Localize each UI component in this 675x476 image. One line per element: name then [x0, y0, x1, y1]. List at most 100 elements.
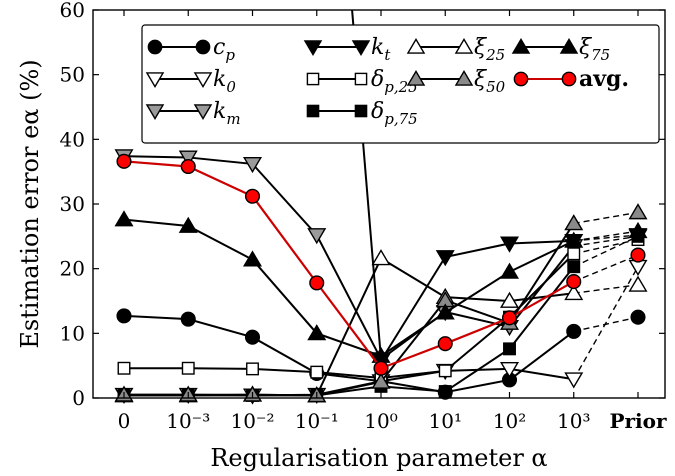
prior-point: [630, 247, 646, 263]
data-point: [564, 283, 584, 301]
series-line: [123, 160, 575, 370]
data-point: [566, 274, 582, 290]
data-point: [435, 250, 455, 267]
legend-marker: [511, 37, 531, 54]
prior-link: [573, 211, 639, 225]
legend-marker: [195, 39, 211, 55]
data-point: [242, 250, 263, 267]
data-point: [116, 308, 132, 324]
data-point: [114, 210, 134, 227]
legend-item: km: [145, 99, 241, 128]
legend-marker: [406, 69, 426, 86]
prior-link: [573, 238, 639, 255]
prior-point: [628, 275, 648, 292]
series-line: [124, 253, 575, 379]
y-tick-label: 60: [60, 0, 85, 22]
x-tick-label: 10³: [557, 409, 590, 433]
data-point: [307, 228, 327, 245]
x-tick-label: Prior: [609, 409, 667, 433]
y-tick-label: 50: [60, 63, 85, 87]
data-point: [567, 247, 581, 261]
x-axis-title: Regularisation parameter α: [210, 444, 547, 472]
legend-marker: [145, 104, 165, 121]
data-point: [116, 153, 132, 169]
legend-marker: [454, 37, 474, 54]
legend-marker: [354, 104, 368, 118]
x-tick-label: 10⁻¹: [295, 409, 339, 433]
data-point: [307, 324, 327, 341]
y-tick-label: 40: [60, 127, 85, 151]
y-axis-title: Estimation error eα (%): [16, 59, 44, 348]
data-point: [117, 361, 131, 375]
prior-link: [573, 230, 639, 242]
y-tick-label: 10: [60, 321, 85, 345]
data-point: [181, 361, 195, 375]
legend-item: avg.: [513, 66, 629, 92]
x-tick-label: 10¹: [429, 409, 462, 433]
legend-marker: [559, 37, 579, 54]
data-point: [499, 236, 520, 253]
legend-marker: [561, 71, 577, 87]
x-tick-label: 10²: [493, 409, 526, 433]
y-tick-label: 20: [60, 257, 85, 281]
data-point: [244, 188, 261, 204]
data-point: [435, 303, 455, 320]
data-point: [564, 214, 584, 231]
series-line: [380, 239, 574, 362]
series-line: [124, 222, 575, 397]
data-point: [564, 372, 584, 389]
x-tick-label: 0: [118, 409, 131, 433]
axes: 0 10 20 30 40 50 60 0 10⁻³ 10⁻² 10⁻¹ 10⁰ 10¹ 10² 10³ Pr…: [16, 0, 667, 472]
data-point: [309, 275, 325, 291]
x-tick-label: 10⁰: [364, 409, 397, 433]
data-point: [499, 361, 520, 379]
legend-marker: [147, 39, 163, 55]
data-point: [310, 365, 324, 379]
data-point: [373, 360, 389, 376]
legend-marker: [351, 40, 371, 57]
legend-marker: [193, 72, 213, 89]
legend-marker: [303, 40, 323, 57]
data-point: [371, 249, 391, 266]
data-point: [371, 372, 391, 389]
series-line: [123, 218, 575, 358]
prior-point: [630, 309, 646, 325]
y-tick-label: 0: [72, 386, 85, 410]
data-point: [180, 158, 196, 175]
x-tick-label: 10⁻³: [166, 409, 210, 433]
series-line: [123, 155, 575, 361]
data-point: [244, 329, 261, 345]
series--75: [114, 210, 648, 363]
data-point: [566, 323, 582, 339]
legend-marker: [454, 69, 474, 86]
data-point: [564, 231, 584, 248]
legend-marker: [513, 71, 529, 87]
data-point: [246, 362, 259, 376]
data-point: [567, 260, 581, 274]
data-point: [437, 336, 453, 352]
series-avg-: [116, 153, 646, 376]
prior-link: [573, 266, 639, 380]
data-point: [178, 150, 198, 167]
prior-link: [573, 284, 639, 294]
prior-link: [573, 254, 639, 283]
prior-link: [573, 235, 639, 247]
prior-point: [628, 203, 648, 220]
data-point: [180, 311, 196, 327]
data-point: [438, 364, 452, 378]
legend-marker: [145, 72, 165, 89]
legend-box: [141, 24, 660, 144]
legend-marker: [406, 37, 426, 54]
legend-item: δp,75: [306, 99, 418, 128]
data-point: [499, 291, 520, 308]
data-point: [178, 216, 198, 233]
legend-marker: [354, 72, 368, 86]
prior-point: [628, 221, 648, 239]
data-point: [501, 310, 518, 326]
x-tick-label: 10⁻²: [230, 409, 274, 433]
legend-marker: [193, 104, 213, 121]
y-tick-label: 30: [60, 192, 85, 216]
prior-link: [573, 235, 639, 268]
